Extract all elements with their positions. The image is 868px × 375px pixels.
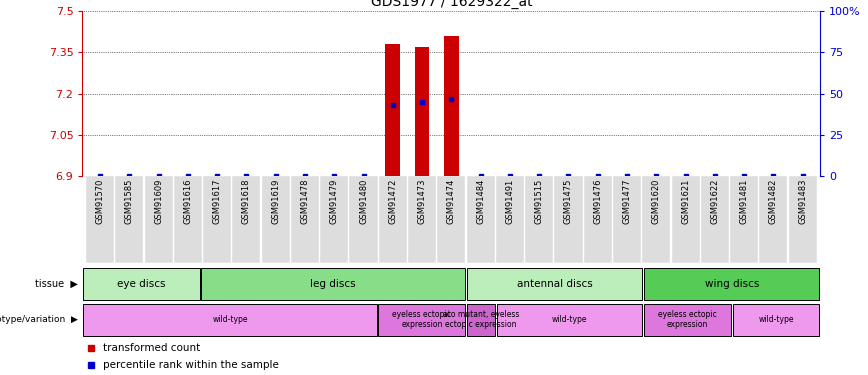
- Text: GSM91481: GSM91481: [740, 179, 748, 224]
- FancyBboxPatch shape: [700, 176, 729, 262]
- FancyBboxPatch shape: [145, 176, 173, 262]
- Text: wing discs: wing discs: [705, 279, 759, 289]
- Bar: [385, 44, 400, 176]
- Bar: [415, 47, 430, 176]
- Text: tissue  ▶: tissue ▶: [36, 279, 78, 289]
- Text: GSM91472: GSM91472: [388, 179, 398, 224]
- FancyBboxPatch shape: [174, 176, 202, 262]
- Text: GSM91474: GSM91474: [447, 179, 456, 224]
- FancyBboxPatch shape: [672, 176, 700, 262]
- Text: GSM91484: GSM91484: [477, 179, 485, 224]
- Bar: [83, 304, 377, 336]
- Bar: [378, 304, 465, 336]
- FancyBboxPatch shape: [378, 176, 407, 262]
- FancyBboxPatch shape: [203, 176, 231, 262]
- Text: ato mutant, eyeless
ectopic expression: ato mutant, eyeless ectopic expression: [443, 310, 519, 329]
- Bar: [644, 268, 819, 300]
- Bar: [733, 304, 819, 336]
- FancyBboxPatch shape: [350, 176, 378, 262]
- Text: GSM91620: GSM91620: [652, 179, 661, 224]
- Text: GSM91617: GSM91617: [213, 179, 221, 224]
- Text: antennal discs: antennal discs: [516, 279, 593, 289]
- FancyBboxPatch shape: [730, 176, 758, 262]
- Text: GSM91616: GSM91616: [183, 179, 193, 224]
- Bar: [644, 304, 731, 336]
- FancyBboxPatch shape: [467, 176, 495, 262]
- FancyBboxPatch shape: [760, 176, 787, 262]
- Text: GSM91618: GSM91618: [242, 179, 251, 224]
- Text: wild-type: wild-type: [552, 315, 587, 324]
- Text: GSM91619: GSM91619: [271, 179, 280, 224]
- Text: GSM91570: GSM91570: [95, 179, 104, 224]
- Text: GSM91473: GSM91473: [418, 179, 426, 224]
- Text: GSM91622: GSM91622: [710, 179, 720, 224]
- Text: eyeless ectopic
expression: eyeless ectopic expression: [658, 310, 717, 329]
- Text: GSM91475: GSM91475: [564, 179, 573, 224]
- Text: GSM91476: GSM91476: [593, 179, 602, 224]
- Text: wild-type: wild-type: [759, 315, 793, 324]
- Text: eye discs: eye discs: [117, 279, 166, 289]
- Text: GSM91515: GSM91515: [535, 179, 543, 224]
- FancyBboxPatch shape: [408, 176, 436, 262]
- Text: eyeless ectopic
expression: eyeless ectopic expression: [392, 310, 451, 329]
- Bar: [467, 268, 642, 300]
- Bar: [467, 304, 495, 336]
- Text: GSM91609: GSM91609: [155, 179, 163, 224]
- Text: genotype/variation  ▶: genotype/variation ▶: [0, 315, 78, 324]
- FancyBboxPatch shape: [320, 176, 348, 262]
- Text: GSM91491: GSM91491: [505, 179, 515, 224]
- FancyBboxPatch shape: [233, 176, 260, 262]
- Bar: [83, 268, 200, 300]
- FancyBboxPatch shape: [583, 176, 612, 262]
- Bar: [201, 268, 465, 300]
- Title: GDS1977 / 1629322_at: GDS1977 / 1629322_at: [371, 0, 532, 9]
- Text: GSM91585: GSM91585: [125, 179, 134, 224]
- Text: GSM91478: GSM91478: [300, 179, 310, 224]
- FancyBboxPatch shape: [115, 176, 143, 262]
- FancyBboxPatch shape: [613, 176, 641, 262]
- Bar: [496, 304, 642, 336]
- Text: GSM91483: GSM91483: [799, 179, 807, 224]
- FancyBboxPatch shape: [437, 176, 465, 262]
- Text: GSM91477: GSM91477: [622, 179, 632, 224]
- FancyBboxPatch shape: [86, 176, 114, 262]
- FancyBboxPatch shape: [642, 176, 670, 262]
- FancyBboxPatch shape: [496, 176, 524, 262]
- FancyBboxPatch shape: [525, 176, 553, 262]
- Text: GSM91482: GSM91482: [769, 179, 778, 224]
- Text: GSM91479: GSM91479: [330, 179, 339, 224]
- Text: percentile rank within the sample: percentile rank within the sample: [103, 360, 279, 369]
- FancyBboxPatch shape: [555, 176, 582, 262]
- Text: GSM91621: GSM91621: [681, 179, 690, 224]
- Bar: [444, 36, 458, 176]
- FancyBboxPatch shape: [291, 176, 319, 262]
- Text: wild-type: wild-type: [213, 315, 247, 324]
- Text: transformed count: transformed count: [103, 343, 201, 353]
- Text: leg discs: leg discs: [311, 279, 356, 289]
- Text: GSM91480: GSM91480: [359, 179, 368, 224]
- FancyBboxPatch shape: [261, 176, 290, 262]
- FancyBboxPatch shape: [789, 176, 817, 262]
